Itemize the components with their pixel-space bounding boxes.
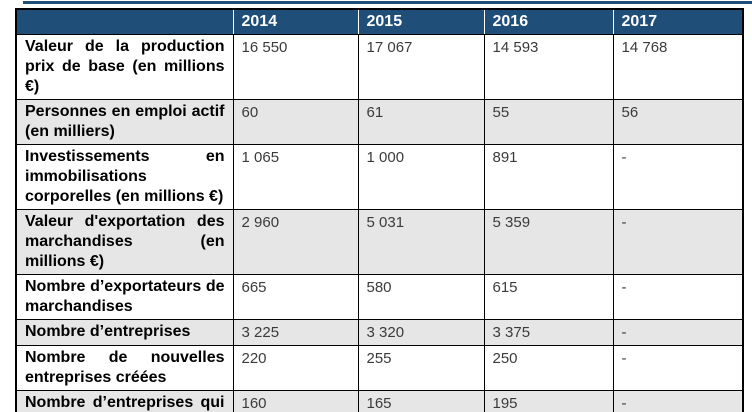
cell-value: 3 225 (232, 319, 359, 346)
cell-value: 1 065 (232, 144, 359, 210)
table-row-investments: Investissements en immobilisations corpo… (15, 144, 744, 210)
cell-value: 55 (483, 99, 614, 145)
cell-value: 220 (232, 345, 359, 391)
header-year-2016: 2016 (483, 9, 613, 35)
header-corner-cell (16, 9, 233, 35)
row-label: Nombre d’exportateurs de marchandises (15, 274, 234, 320)
cell-value: 255 (357, 345, 485, 391)
table-row-production-value: Valeur de la production prix de base (en… (15, 34, 744, 100)
cell-value: 14 768 (612, 34, 744, 100)
cell-value: 3 375 (483, 319, 614, 346)
row-label: Personnes en emploi actif (en milliers) (15, 99, 234, 145)
table-row-export-value: Valeur d'exportation des marchandises (e… (15, 209, 744, 275)
cell-value: 1 000 (357, 144, 485, 210)
table-row-employment: Personnes en emploi actif (en milliers) … (15, 99, 744, 145)
cell-value: 61 (357, 99, 485, 145)
row-label: Valeur d'exportation des marchandises (e… (15, 209, 234, 275)
header-year-2014: 2014 (232, 9, 358, 35)
cell-value: - (612, 274, 744, 320)
table-row-companies-count: Nombre d’entreprises 3 225 3 320 3 375 - (15, 319, 744, 346)
cell-value: 665 (232, 274, 359, 320)
cell-value: 14 593 (483, 34, 614, 100)
cell-value: 5 031 (357, 209, 485, 275)
cell-value: 5 359 (483, 209, 614, 275)
cell-value: 580 (357, 274, 485, 320)
row-label: Investissements en immobilisations corpo… (15, 144, 234, 210)
cell-value: - (612, 390, 744, 412)
cell-value: - (612, 209, 744, 275)
table-row-exporters-count: Nombre d’exportateurs de marchandises 66… (15, 274, 744, 320)
cell-value: 60 (232, 99, 359, 145)
row-label: Valeur de la production prix de base (en… (15, 34, 234, 100)
statistics-table: 2014 2015 2016 2017 Valeur de la product… (15, 8, 744, 412)
cell-value: 165 (357, 390, 485, 412)
row-label: Nombre d’entreprises qui ont fermé (15, 390, 234, 412)
row-label: Nombre de nouvelles entreprises créées (15, 345, 234, 391)
row-label: Nombre d’entreprises (15, 319, 234, 346)
cell-value: - (612, 144, 744, 210)
cell-value: 2 960 (232, 209, 359, 275)
table-row-new-companies: Nombre de nouvelles entreprises créées 2… (15, 345, 744, 391)
cell-value: 56 (612, 99, 744, 145)
cell-value: 16 550 (232, 34, 359, 100)
cell-value: 160 (232, 390, 359, 412)
cell-value: 195 (483, 390, 614, 412)
cell-value: 17 067 (357, 34, 485, 100)
cell-value: - (612, 345, 744, 391)
top-accent-bar (23, 1, 752, 4)
header-row: 2014 2015 2016 2017 (16, 9, 743, 35)
header-year-2015: 2015 (357, 9, 484, 35)
cell-value: 3 320 (357, 319, 485, 346)
cell-value: 615 (483, 274, 614, 320)
table-row-closed-companies: Nombre d’entreprises qui ont fermé 160 1… (15, 390, 744, 412)
cell-value: - (612, 319, 744, 346)
cell-value: 250 (483, 345, 614, 391)
header-year-2017: 2017 (612, 9, 743, 35)
cell-value: 891 (483, 144, 614, 210)
